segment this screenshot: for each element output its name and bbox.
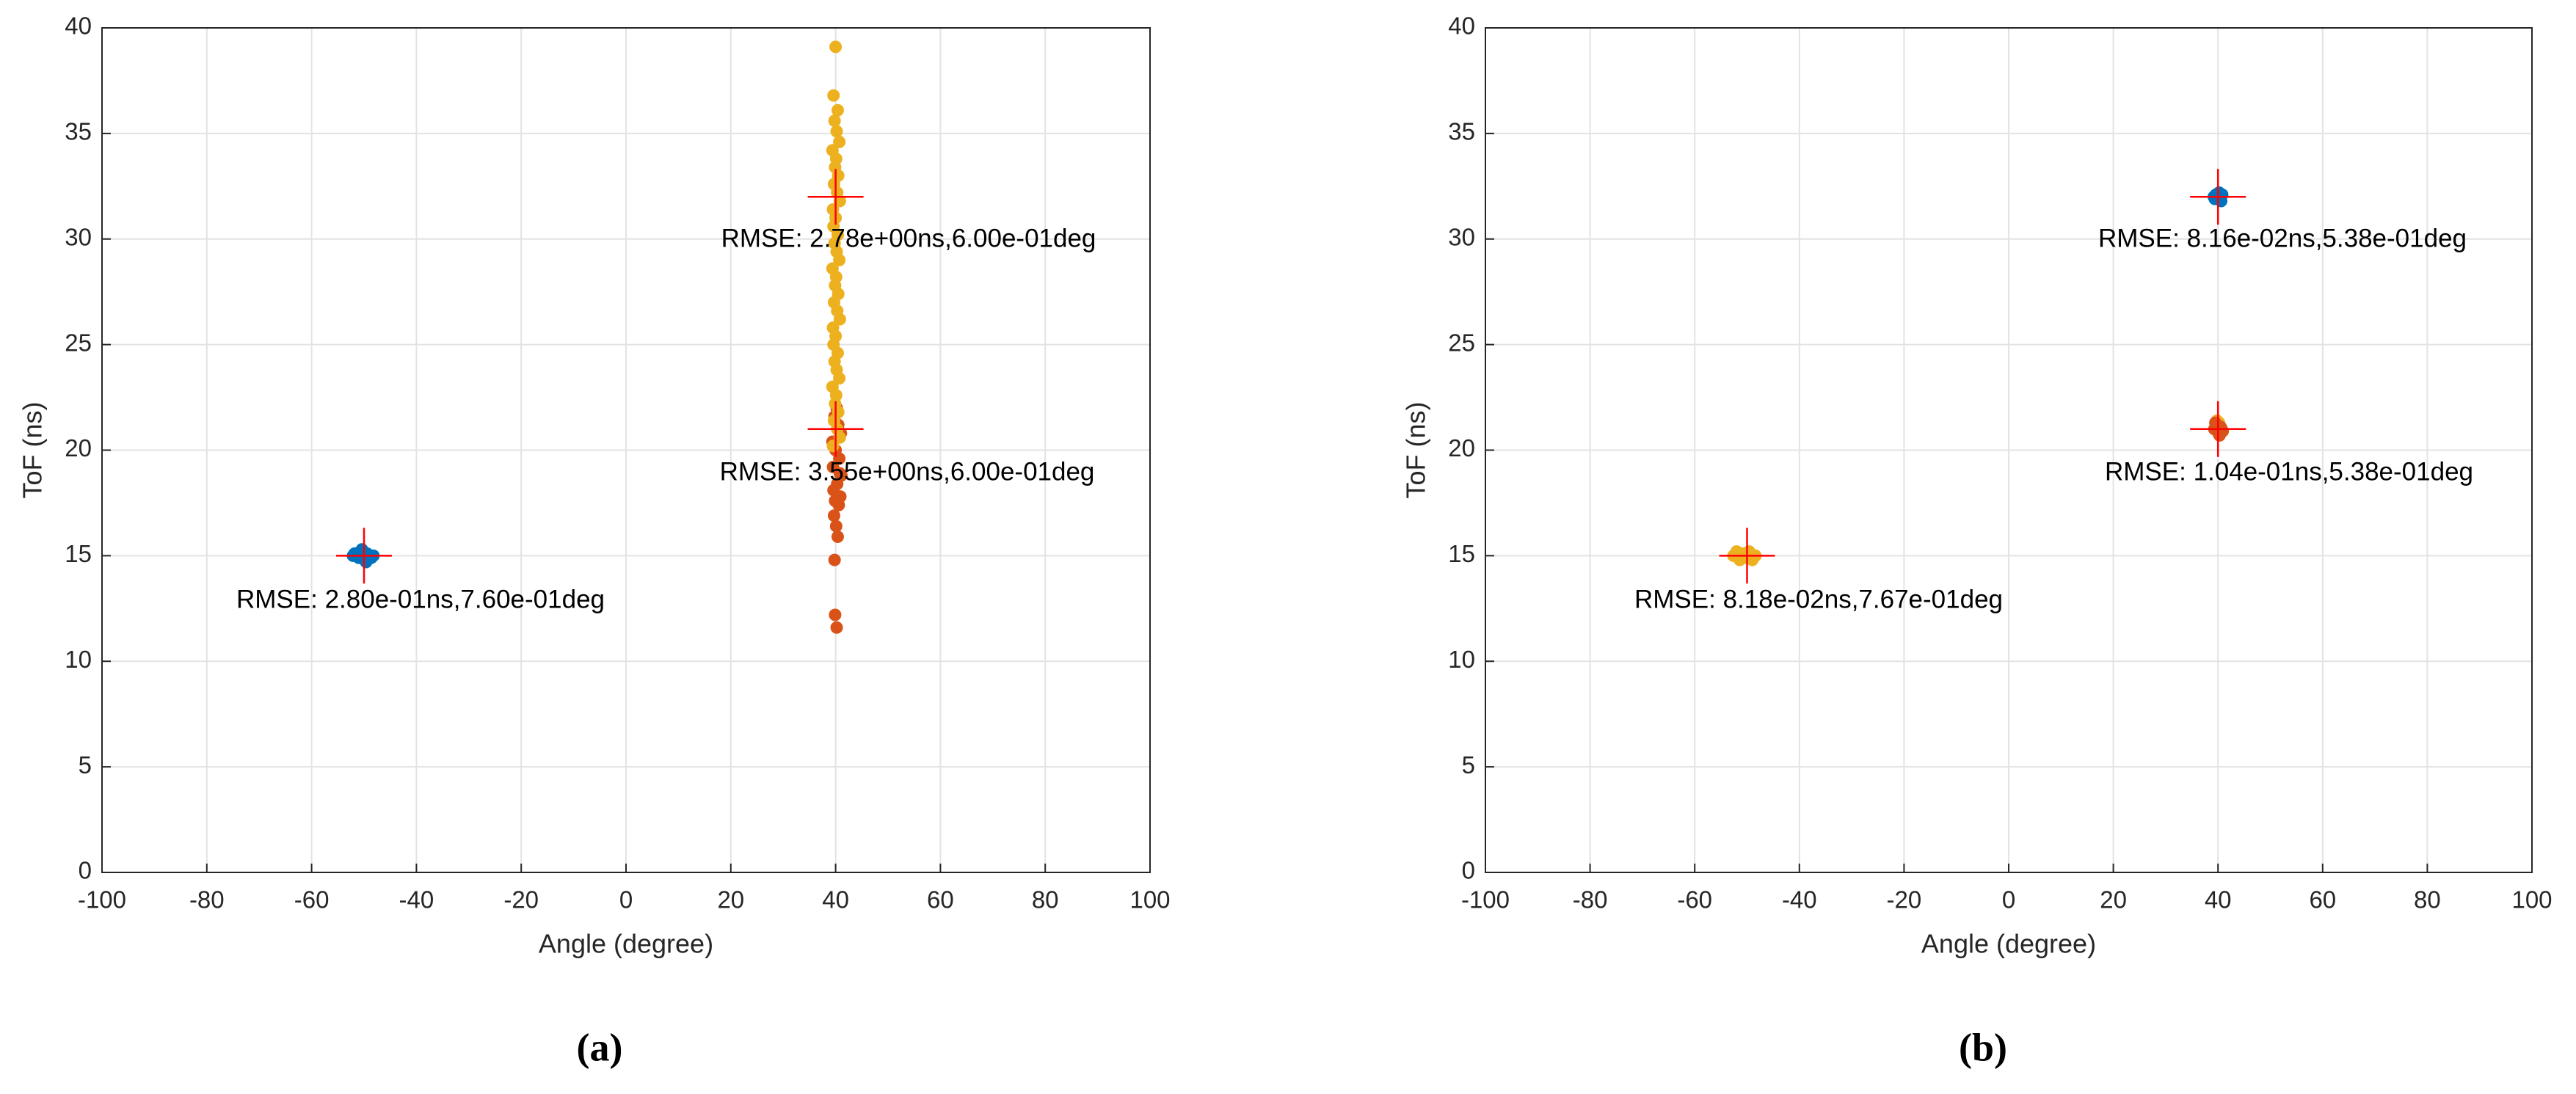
y-tick-label: 20 [1448,434,1475,462]
x-tick-label: -40 [1782,886,1817,914]
point [833,135,846,148]
point [833,254,846,267]
axes-box [101,27,1151,873]
axes-box [1485,27,2533,873]
x-tick-label: -60 [1677,886,1712,914]
point [830,125,843,138]
y-tick-label: 15 [65,540,92,567]
y-tick-label: 25 [65,329,92,356]
y-tick-label: 0 [79,857,92,884]
x-tick-label: -100 [1461,886,1510,914]
y-tick-label: 35 [1448,118,1475,145]
y-tick-label: 40 [1448,12,1475,40]
point [827,89,840,102]
x-tick-label: 0 [2002,886,2015,914]
point [833,313,846,326]
x-tick-label: -40 [399,886,434,914]
point [831,103,844,117]
annotation: RMSE: 2.80e-01ns,7.60e-01deg [236,585,605,613]
chart-panel: -100 -80 -60 -40 -20 0 20 40 60 80 100 0 5 10 15 20 25 30… [18,12,1171,1070]
y-tick-label: 5 [1462,751,1475,778]
x-tick-label: -20 [1887,886,1922,914]
y-tick-label: 30 [1448,223,1475,250]
y-tick-label: 25 [1448,329,1475,356]
x-tick-label: -100 [78,886,126,914]
point [830,621,843,634]
x-tick-label: 60 [2309,886,2336,914]
point [829,608,842,621]
x-tick-label: -20 [503,886,539,914]
y-tick-label: 20 [65,434,92,462]
point [829,495,842,508]
point [833,431,846,444]
x-tick-label: 40 [2205,886,2232,914]
x-tick-label: 60 [927,886,954,914]
x-axis-label: Angle (degree) [539,929,713,959]
annotation: RMSE: 3.55e+00ns,6.00e-01deg [720,457,1095,486]
point [831,530,844,543]
x-tick-label: -80 [1573,886,1608,914]
point [348,547,361,560]
panel-caption: (b) [1959,1025,2007,1069]
point [833,194,846,208]
point [828,114,841,128]
y-axis-label: ToF (ns) [18,401,48,498]
x-tick-label: 80 [2414,886,2441,914]
y-tick-label: 10 [1448,646,1475,673]
x-tick-label: -80 [189,886,225,914]
y-axis-label: ToF (ns) [1401,401,1431,498]
y-tick-label: 30 [65,223,92,250]
x-axis-label: Angle (degree) [1921,929,2096,959]
x-tick-label: 100 [1129,886,1170,914]
x-tick-label: 80 [1032,886,1059,914]
annotation: RMSE: 8.18e-02ns,7.67e-01deg [1634,585,2003,613]
point [833,372,846,385]
y-tick-label: 0 [1462,857,1475,884]
y-tick-label: 10 [65,646,92,673]
y-tick-label: 35 [65,118,92,145]
annotation: RMSE: 2.78e+00ns,6.00e-01deg [721,224,1096,252]
point [833,467,846,480]
chart-panel: -100 -80 -60 -40 -20 0 20 40 60 80 100 0 5 10 15 20 25 30… [1401,12,2553,1070]
point [829,519,843,533]
point [827,509,840,522]
x-tick-label: -60 [294,886,330,914]
point [826,440,840,453]
annotation: RMSE: 1.04e-01ns,5.38e-01deg [2105,457,2473,486]
x-tick-label: 40 [822,886,849,914]
annotation: RMSE: 8.16e-02ns,5.38e-01deg [2098,224,2467,252]
x-tick-label: 0 [619,886,633,914]
panel-caption: (a) [577,1025,623,1069]
x-tick-label: 20 [717,886,744,914]
y-tick-label: 15 [1448,540,1475,567]
point [828,553,841,566]
x-tick-label: 20 [2100,886,2127,914]
x-tick-label: 100 [2511,886,2552,914]
point [829,40,843,54]
y-tick-label: 40 [65,12,92,40]
y-tick-label: 5 [79,751,92,778]
